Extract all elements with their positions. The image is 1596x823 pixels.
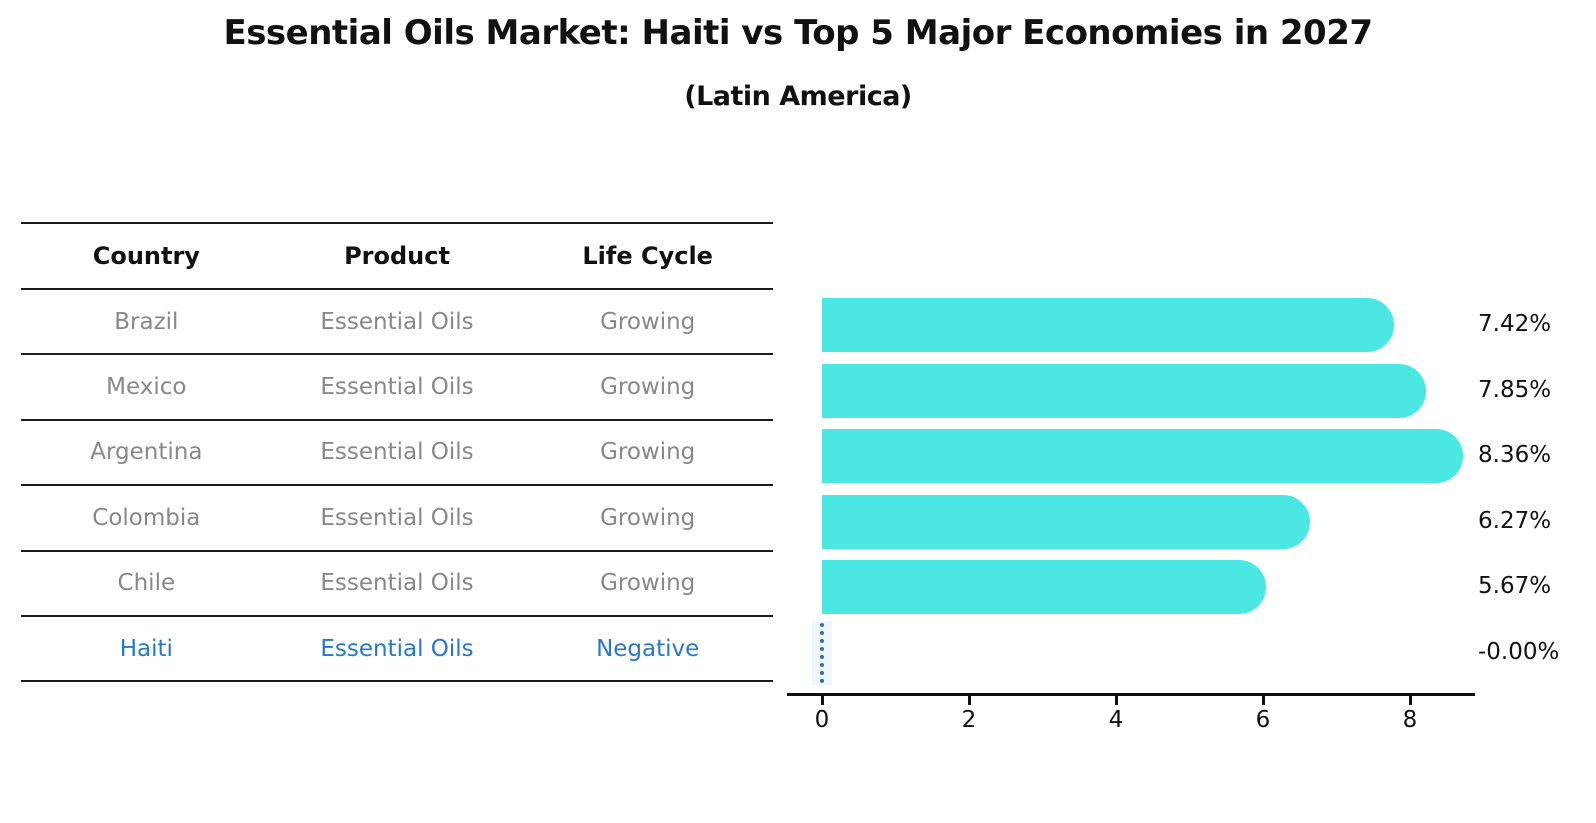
cell-product: Essential Oils [320,504,474,531]
chart-title: Essential Oils Market: Haiti vs Top 5 Ma… [223,13,1373,53]
x-tick-label-2: 2 [961,707,977,733]
cell-life-cycle: Growing [600,570,696,597]
cell-product: Essential Oils [320,308,474,335]
bar-value-label-haiti: -0.00% [1478,638,1560,665]
x-axis-line [787,693,1475,696]
x-tick-label-8: 8 [1402,707,1418,733]
cell-life-cycle: Growing [600,308,696,335]
cell-product: Essential Oils [320,439,474,466]
cell-product: Essential Oils [320,570,474,597]
bar-value-label-mexico: 7.85% [1478,376,1552,403]
chart-subtitle: (Latin America) [684,81,912,112]
summary-table: Country Product Life Cycle Brazil Essential… [21,222,773,683]
bar-brazil [822,298,1395,352]
cell-life-cycle: Growing [600,439,696,466]
cell-product: Essential Oils [320,635,474,662]
cell-product: Essential Oils [320,374,474,401]
cell-country: Colombia [92,504,201,531]
table-header-life-cycle: Life Cycle [582,242,713,270]
x-tick-mark-6 [1261,696,1265,705]
cell-life-cycle: Negative [596,635,700,662]
x-tick-label-4: 4 [1108,707,1124,733]
bar-value-label-chile: 5.67% [1478,573,1552,600]
table-row-mexico: Mexico Essential Oils Growing [21,355,773,421]
x-tick-mark-0 [820,696,824,705]
x-tick-mark-2 [967,696,971,705]
x-tick-label-6: 6 [1255,707,1271,733]
table-header-country: Country [92,242,200,270]
zero-value-dotted-line [820,622,824,683]
table-body: Brazil Essential Oils Growing Mexico Essenti… [21,290,773,683]
cell-country: Argentina [90,439,203,466]
x-tick-label-0: 0 [814,707,830,733]
bar-colombia [822,494,1310,549]
cell-country: Chile [117,570,176,597]
table-row-haiti: Haiti Essential Oils Negative [21,617,773,683]
bar-value-label-argentina: 8.36% [1478,442,1552,469]
x-tick-mark-4 [1114,696,1118,705]
cell-life-cycle: Growing [600,374,696,401]
table-header-row: Country Product Life Cycle [21,224,773,290]
table-row-brazil: Brazil Essential Oils Growing [21,290,773,356]
bar-value-label-colombia: 6.27% [1478,507,1552,534]
bar-mexico [822,363,1426,418]
cell-life-cycle: Growing [600,504,696,531]
table-row-colombia: Colombia Essential Oils Growing [21,486,773,552]
bar-value-label-brazil: 7.42% [1478,311,1552,337]
x-tick-mark-8 [1408,696,1412,705]
bar-argentina [822,429,1464,484]
cell-country: Haiti [119,635,173,662]
cell-country: Brazil [114,308,179,335]
table-header-product: Product [344,242,450,270]
table-row-chile: Chile Essential Oils Growing [21,552,773,617]
cell-country: Mexico [106,374,187,401]
table-row-argentina: Argentina Essential Oils Growing [21,421,773,487]
bar-chile [822,560,1266,615]
